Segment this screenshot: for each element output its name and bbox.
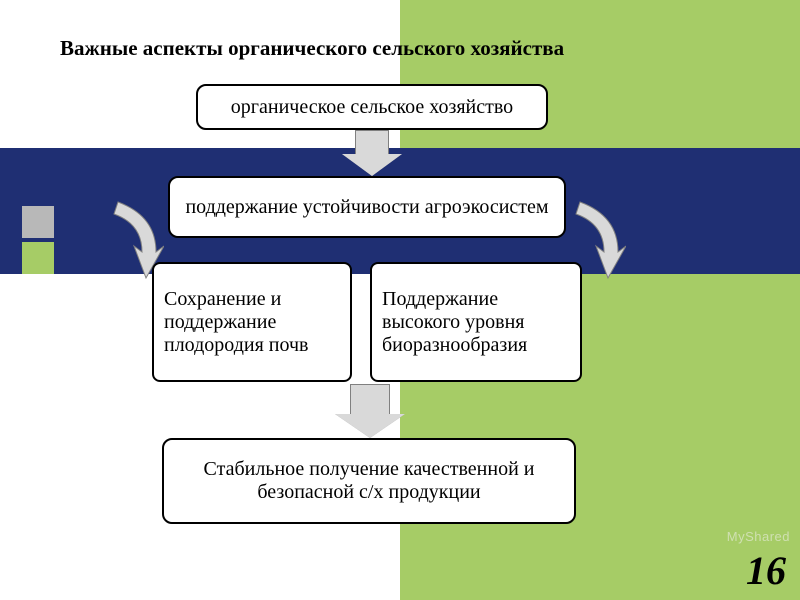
arrow-head (342, 154, 402, 176)
box-biodiversity: Поддержание высокого уровня биоразнообра… (370, 262, 582, 382)
slide-number: 16 (746, 547, 786, 594)
arrow-head (335, 414, 405, 438)
accent-squares (22, 206, 54, 278)
box-agroecosystem-stability: поддержание устойчивости агроэкосистем (168, 176, 566, 238)
slide-stage: Важные аспекты органического сельского х… (0, 0, 800, 600)
accent-square-2 (22, 242, 54, 274)
accent-square-1 (22, 206, 54, 238)
box-text: поддержание устойчивости агроэкосистем (185, 196, 548, 219)
watermark-text: MyShared (727, 529, 790, 544)
box-text: Стабильное получение качественной и безо… (174, 458, 564, 504)
box-text: Поддержание высокого уровня биоразнообра… (382, 288, 570, 357)
arrow-shaft (350, 384, 390, 414)
box-organic-agriculture: органическое сельское хозяйство (196, 84, 548, 130)
arrow-shaft (355, 130, 389, 154)
box-text: Сохранение и поддержание плодородия почв (164, 288, 340, 357)
box-stable-output: Стабильное получение качественной и безо… (162, 438, 576, 524)
slide-title: Важные аспекты органического сельского х… (60, 36, 564, 61)
box-soil-fertility: Сохранение и поддержание плодородия почв (152, 262, 352, 382)
box-text: органическое сельское хозяйство (231, 96, 513, 119)
